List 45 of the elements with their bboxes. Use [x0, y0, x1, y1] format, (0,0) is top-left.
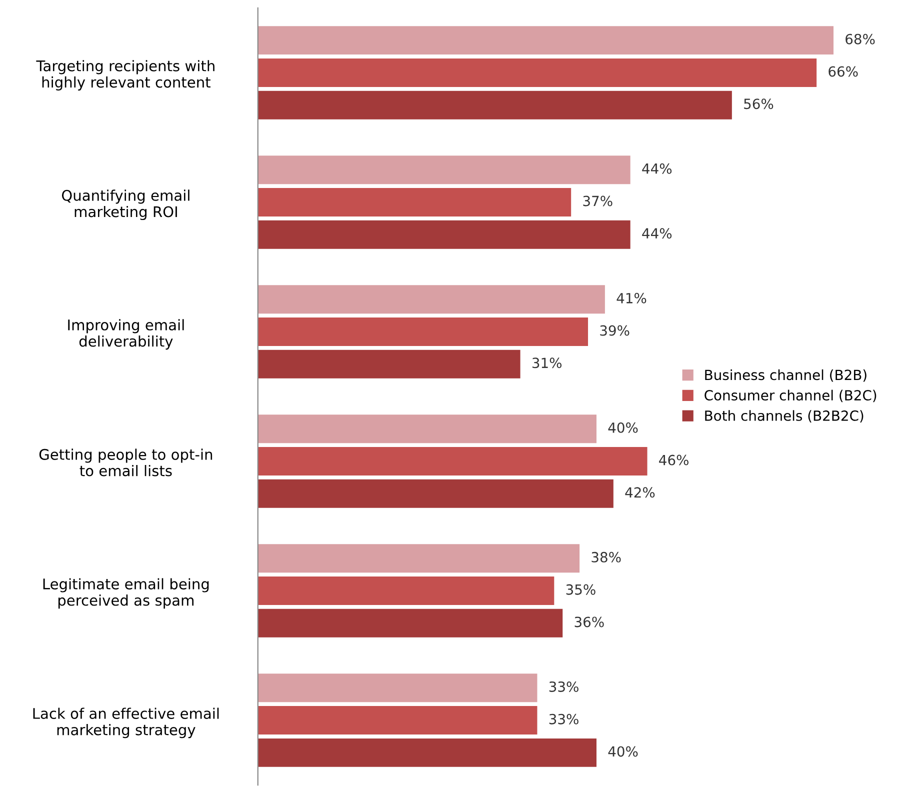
- data-label: 56%: [744, 98, 774, 110]
- data-label: 42%: [625, 487, 655, 498]
- bar: [258, 479, 614, 508]
- data-label: 38%: [592, 552, 621, 562]
- bar: [258, 26, 834, 55]
- data-label: 40%: [608, 746, 638, 757]
- bar: [258, 674, 538, 702]
- data-label: 33%: [549, 714, 578, 724]
- y-tick-label: Getting people to opt-in to email lists: [39, 448, 212, 476]
- legend-label: Business channel (B2B): [705, 369, 866, 382]
- data-label: 68%: [846, 34, 875, 44]
- data-label: 35%: [566, 584, 596, 595]
- bar: [258, 58, 817, 87]
- data-label: 36%: [574, 616, 604, 628]
- data-label: 44%: [642, 228, 672, 239]
- bar: [258, 447, 648, 476]
- y-tick-label: Improving email deliverability: [68, 319, 184, 350]
- data-label: 40%: [608, 422, 638, 433]
- data-label: 44%: [642, 163, 672, 174]
- legend-label: Both channels (B2B2C): [705, 410, 864, 423]
- y-tick-label: Targeting recipients with highly relevant content: [36, 60, 214, 91]
- bar: [258, 317, 588, 346]
- data-label: 41%: [616, 292, 646, 304]
- bar: [258, 285, 605, 314]
- bar: [258, 706, 538, 735]
- bar: [258, 350, 520, 378]
- bar: [258, 220, 630, 249]
- y-tick-label: Legitimate email being perceived as spam: [43, 578, 209, 609]
- data-label: 66%: [828, 66, 858, 77]
- bar: [258, 544, 580, 573]
- y-tick-label: Lack of an effective email marketing strategy: [33, 708, 219, 738]
- data-label: 37%: [583, 196, 612, 206]
- data-label: 46%: [659, 454, 688, 466]
- bar: [258, 414, 596, 444]
- bar: [258, 188, 572, 216]
- legend-label: Consumer channel (B2C): [704, 390, 876, 402]
- data-label: 33%: [549, 681, 578, 692]
- data-label: 39%: [600, 325, 630, 336]
- bar: [258, 90, 732, 120]
- bar: [258, 156, 630, 184]
- y-tick-label: Quantifying email marketing ROI: [62, 190, 190, 220]
- data-label: 31%: [532, 358, 562, 368]
- bar: [258, 608, 563, 638]
- bar: [258, 738, 596, 767]
- bar: [258, 576, 554, 606]
